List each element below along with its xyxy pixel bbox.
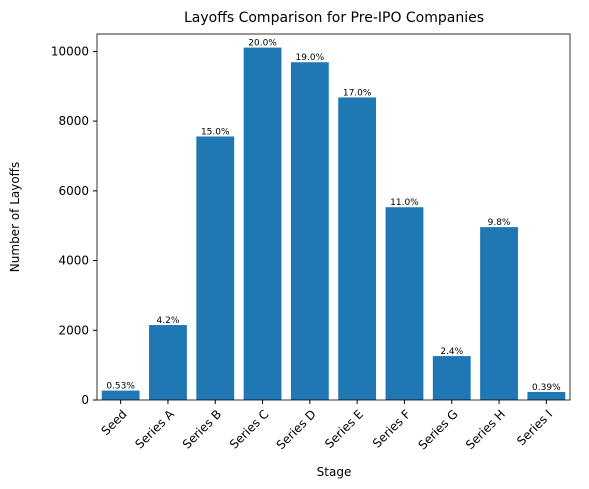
y-tick-label: 4000 xyxy=(58,254,89,268)
x-tick-label: Seed xyxy=(98,407,129,438)
y-tick-label: 8000 xyxy=(58,114,89,128)
x-tick-label: Series B xyxy=(180,407,225,452)
x-tick-label: Series G xyxy=(415,407,460,452)
value-label: 20.0% xyxy=(248,39,277,49)
y-tick-label: 10000 xyxy=(51,44,89,58)
x-tick-label: Series D xyxy=(274,407,319,452)
value-label: 11.0% xyxy=(390,198,419,208)
value-label: 9.8% xyxy=(488,218,511,228)
bar xyxy=(196,136,235,401)
value-label: 0.39% xyxy=(532,383,561,393)
bar xyxy=(290,62,329,401)
bar xyxy=(385,207,424,400)
chart-title: Layoffs Comparison for Pre-IPO Companies xyxy=(184,10,484,26)
bar xyxy=(432,356,471,400)
value-label: 19.0% xyxy=(296,53,325,63)
value-label: 4.2% xyxy=(157,316,180,326)
y-tick-label: 2000 xyxy=(58,323,89,337)
bar xyxy=(338,97,377,400)
bar xyxy=(243,47,282,400)
y-axis-label: Number of Layoffs xyxy=(8,162,22,272)
value-label: 2.4% xyxy=(440,347,463,357)
value-label: 17.0% xyxy=(343,88,372,98)
x-axis-label: Stage xyxy=(317,465,352,479)
x-tick-label: Series F xyxy=(370,407,414,451)
x-tick-label: Series H xyxy=(463,407,508,452)
bar xyxy=(480,227,518,400)
bar xyxy=(149,325,187,400)
value-label: 15.0% xyxy=(201,127,230,137)
bar xyxy=(101,390,140,400)
y-tick-label: 6000 xyxy=(58,184,89,198)
x-tick-label: Series C xyxy=(227,407,272,452)
value-label: 0.53% xyxy=(106,382,135,392)
x-tick-label: Series A xyxy=(132,406,177,451)
x-tick-label: Series I xyxy=(514,407,555,448)
bar xyxy=(527,391,566,400)
plot-frame xyxy=(96,33,571,401)
y-tick-label: 0 xyxy=(81,393,89,407)
x-tick-label: Series E xyxy=(322,407,366,451)
